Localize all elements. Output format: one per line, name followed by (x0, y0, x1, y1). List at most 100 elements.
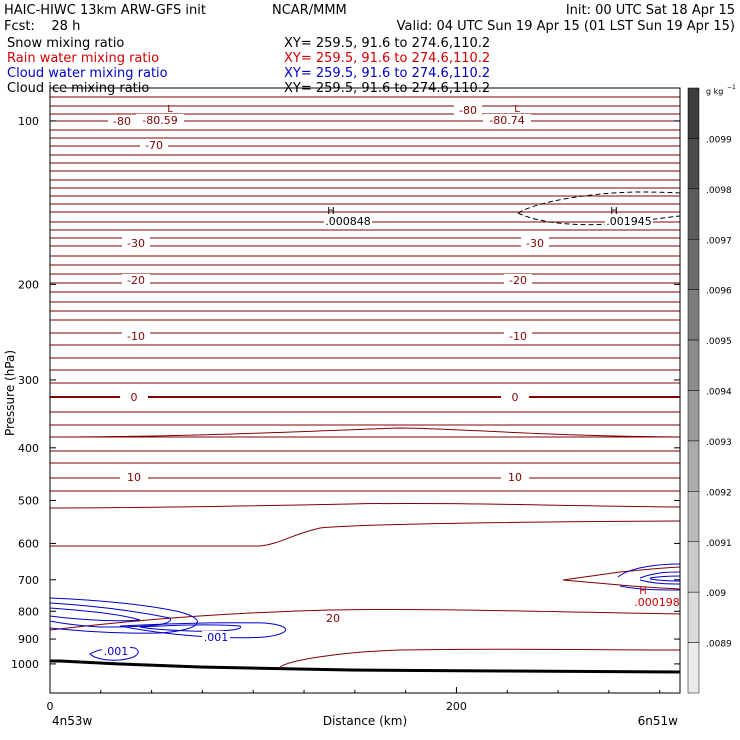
colorbar-swatch (687, 289, 700, 341)
x-left-endpoint: 4n53w (52, 714, 93, 728)
cloud-water-label: .001 (204, 631, 229, 644)
extremum-symbol: H (639, 586, 647, 597)
extremum-bg (324, 215, 372, 228)
cloud-water-contour (639, 571, 681, 585)
contour-label-bg (122, 237, 150, 249)
contour-label-bg (202, 631, 230, 643)
contour-label-bg (108, 115, 136, 127)
isotherm-line (279, 648, 681, 668)
extremum-value: .000848 (325, 215, 371, 228)
temperature-contour-label: -10 (127, 330, 145, 343)
extremum-value: .001945 (606, 215, 652, 228)
colorbar-label: .0089 (706, 640, 732, 650)
field-label: Snow mixing ratio (7, 36, 124, 51)
contour-label-bg (122, 274, 150, 286)
contour-label-bg (319, 612, 347, 624)
header-valid: Valid: 04 UTC Sun 19 Apr 15 (01 LST Sun … (397, 19, 735, 34)
colorbar-swatch (687, 491, 700, 543)
isotherm-line (49, 502, 681, 509)
contour-label-bg (140, 139, 168, 151)
y-tick-label: 200 (18, 278, 39, 291)
extremum-bg (136, 114, 184, 127)
temperature-contour-label: -30 (526, 237, 544, 250)
header-title: HAIC-HIWC 13km ARW-GFS init (4, 3, 206, 18)
colorbar-label: .0097 (706, 236, 732, 246)
cloud-ice-contour (517, 191, 681, 226)
colorbar-swatch (687, 87, 700, 139)
y-tick-label: 400 (18, 442, 39, 455)
colorbar-unit-exponent: −1 (727, 84, 736, 91)
y-tick-label: 300 (18, 374, 39, 387)
field-xy: XY= 259.5, 91.6 to 274.6,110.2 (284, 36, 490, 51)
colorbar-label: .0091 (706, 539, 732, 549)
extremum-bg (605, 215, 653, 228)
colorbar-label: .0096 (706, 287, 732, 297)
field-label: Rain water mixing ratio (7, 51, 159, 66)
field-xy: XY= 259.5, 91.6 to 274.6,110.2 (284, 66, 490, 81)
colorbar-label: .0095 (706, 337, 732, 347)
cloud-water-contour (119, 622, 287, 639)
x-tick-label: 200 (446, 700, 467, 713)
colorbar-swatch (687, 188, 700, 240)
contour-label-bg (504, 274, 532, 286)
contour-label-bg (120, 391, 148, 403)
extremum-symbol: L (167, 104, 173, 115)
y-tick-label: 600 (18, 537, 39, 550)
isotherm-line (50, 520, 681, 547)
contour-label-bg (122, 330, 150, 342)
temperature-contour-label: -20 (127, 274, 145, 287)
colorbar-swatch (687, 239, 700, 290)
colorbar-label: .0094 (706, 388, 732, 398)
temperature-contour-label: -80 (113, 115, 131, 128)
temperature-contour-label: 10 (127, 471, 141, 484)
colorbar-swatch (687, 440, 700, 492)
colorbar-swatch (687, 138, 700, 190)
colorbar-label: .0099 (706, 135, 732, 145)
colorbar-swatch (687, 339, 700, 391)
colorbar-label: .009 (706, 589, 726, 599)
cloud-water-contour (617, 563, 681, 591)
isotherm-line (49, 427, 681, 438)
cloud-water-contour (49, 607, 141, 622)
temperature-contour-label: -80 (459, 104, 477, 117)
temperature-contour-label: -70 (145, 139, 163, 152)
field-label: Cloud water mixing ratio (7, 66, 168, 81)
y-tick-label: 700 (18, 574, 39, 587)
y-tick-label: 100 (18, 115, 39, 128)
colorbar-label: .0093 (706, 438, 732, 448)
temperature-contour-label: -10 (509, 330, 527, 343)
header-forecast: Fcst: 28 h (4, 19, 80, 34)
contour-label-bg (521, 237, 549, 249)
extremum-bg (483, 114, 531, 127)
colorbar-swatch (687, 390, 700, 442)
colorbar-label: .0092 (706, 488, 732, 498)
terrain-line (50, 659, 681, 674)
isotherm-line (49, 608, 681, 631)
header-init: Init: 00 UTC Sat 18 Apr 15 (566, 3, 735, 18)
isotherm-line (562, 566, 681, 590)
extremum-value: -80.59 (142, 114, 177, 127)
colorbar-unit: g kg (706, 87, 723, 96)
plot-frame (49, 87, 681, 694)
y-axis-label: Pressure (hPa) (3, 350, 17, 436)
y-tick-label: 800 (18, 605, 39, 618)
contour-label-bg (501, 471, 529, 483)
cloud-water-contour (649, 575, 681, 582)
extremum-symbol: H (327, 206, 335, 217)
colorbar-swatch (687, 541, 700, 593)
temperature-contour-label: 0 (131, 391, 138, 404)
contour-label-bg (102, 645, 130, 657)
field-xy: XY= 259.5, 91.6 to 274.6,110.2 (284, 51, 490, 66)
header-center: NCAR/MMM (272, 3, 347, 18)
contour-label-bg (454, 104, 482, 116)
x-right-endpoint: 6n51w (638, 714, 679, 728)
temperature-contour-label: 0 (512, 391, 519, 404)
colorbar-swatch (687, 591, 700, 643)
temperature-contour-label: 10 (508, 471, 522, 484)
cloud-water-contour (139, 624, 242, 632)
temperature-contour-label: -30 (127, 237, 145, 250)
extremum-symbol: L (514, 104, 520, 115)
extremum-symbol: H (610, 206, 618, 217)
temperature-contour-label: -20 (509, 274, 527, 287)
x-tick-label: 0 (47, 700, 54, 713)
